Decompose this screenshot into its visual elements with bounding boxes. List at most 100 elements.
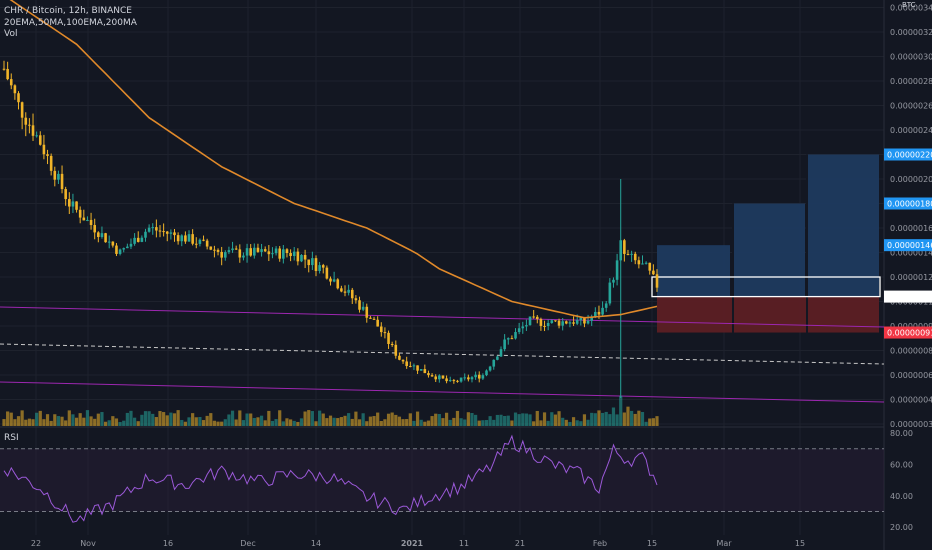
candle-body [441,375,445,379]
price-tag-bg [884,197,932,210]
grid [0,0,885,550]
volume-bar [437,414,441,426]
volume-bar [328,415,333,426]
volume-bar [318,410,322,426]
candle-body [300,254,303,262]
candle-body [169,232,173,234]
candle-body [347,289,350,293]
volume-bar [100,412,104,426]
volume-bar [216,421,220,426]
price-tag-bg [884,148,932,161]
candle-body [409,366,412,368]
candle-body [57,173,60,180]
candle-body [430,375,434,377]
candle-body [2,68,6,70]
rsi-pane [0,434,884,523]
x-tick-label: Mar [716,539,732,548]
candle-body [187,234,191,242]
volume-bar [140,414,144,426]
candle-body [216,249,220,252]
volume-bar [256,417,260,426]
x-tick-label: 11 [459,539,469,548]
volume-bar [270,420,275,426]
volume-bars [2,396,659,426]
volume-bar [492,419,496,426]
candle-body [314,258,318,271]
volume-bar [71,414,75,426]
volume-bar [252,417,256,426]
candle-body [517,328,521,333]
volume-bar [590,412,594,426]
volume-bar [528,414,532,426]
candle-body [594,311,597,318]
candle-body [332,279,336,282]
candle-body [459,377,463,382]
candle-body [86,219,89,221]
volume-bar [249,413,253,426]
candle-body [60,173,64,190]
candle-body [361,306,365,310]
candle-body [506,338,510,340]
candle-body [238,249,242,258]
candle-body [307,259,311,266]
volume-bar [397,416,402,426]
volume-bar [575,420,579,426]
volume-bar [151,413,155,426]
candle-body [325,267,329,279]
volume-bar [6,411,10,426]
volume-bar [426,420,431,426]
candle-body [496,356,499,360]
candle-body [652,270,655,275]
candle-body [568,322,572,324]
rsi-tick-label: 60.00 [890,460,913,469]
volume-bar [82,417,86,426]
volume-bar [103,421,108,426]
candle-body [220,251,223,258]
ma-line [9,0,658,319]
volume-bar [423,421,427,426]
volume-bar [561,417,565,426]
volume-bar [430,416,434,426]
candle-body [637,260,641,265]
volume-bar [503,415,507,426]
candle-body [223,252,227,258]
candle-body [64,189,67,200]
volume-bar [45,414,50,426]
stop-box [657,296,879,333]
volume-bar [633,413,637,426]
volume-bar [133,417,137,426]
candle-body [394,344,398,356]
volume-bar [477,420,481,426]
volume-bar [506,415,510,426]
volume-bar [513,412,518,426]
volume-bar [608,414,612,426]
candle-body [278,248,282,259]
volume-bar [53,414,57,426]
volume-bar [383,419,387,426]
candle-body [655,274,659,288]
candle-body [249,248,252,256]
candle-body [28,124,31,126]
x-tick-label: 15 [795,539,805,548]
candle-body [176,235,180,242]
candle-body [416,365,419,371]
candle-body [173,232,176,236]
volume-bar [321,413,325,426]
candle-body [532,316,535,318]
candle-body [42,144,46,155]
candle-body [285,249,289,254]
volume-bar [557,411,561,426]
volume-bar [488,416,492,426]
volume-bar [336,418,340,426]
candle-body [604,303,608,308]
volume-bar [85,410,90,426]
volume-bar [16,416,21,426]
volume-bar [2,419,6,426]
candle-body [184,235,187,242]
price-tag-bg [884,290,932,303]
candle-body [601,307,604,315]
